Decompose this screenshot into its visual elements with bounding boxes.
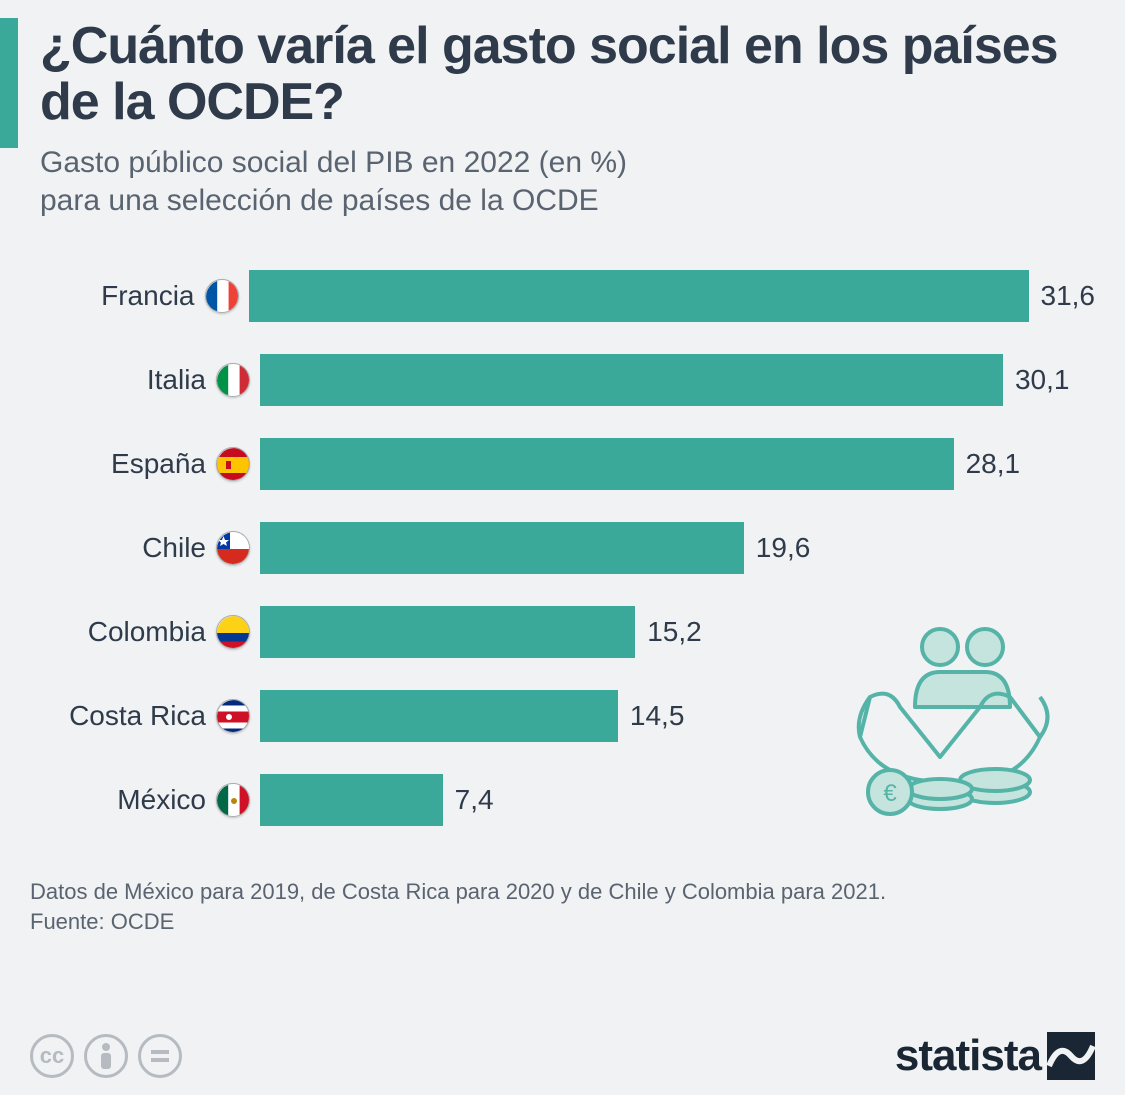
bar-track: 28,1 <box>260 438 1095 490</box>
chart-subtitle: Gasto público social del PIB en 2022 (en… <box>40 144 1095 219</box>
footnote: Datos de México para 2019, de Costa Rica… <box>0 867 1125 942</box>
bar-row: España 28,1 <box>40 437 1095 491</box>
bar-track: 31,6 <box>249 270 1096 322</box>
bar-track: 19,6 <box>260 522 1095 574</box>
flag-icon <box>216 447 250 481</box>
flag-icon <box>205 279 239 313</box>
cc-icon: cc <box>30 1034 74 1078</box>
bar-value: 19,6 <box>756 532 811 564</box>
footnote-line-1: Datos de México para 2019, de Costa Rica… <box>30 877 1095 907</box>
bar <box>260 354 1003 406</box>
cc-license-icons: cc <box>30 1034 182 1078</box>
country-name: Italia <box>147 364 206 396</box>
bar-value: 28,1 <box>966 448 1021 480</box>
subtitle-line-2: para una selección de países de la OCDE <box>40 182 1095 220</box>
footer: cc statista <box>0 1017 1125 1095</box>
bar-row: Francia 31,6 <box>40 269 1095 323</box>
country-name: Colombia <box>88 616 206 648</box>
bar-chart: Francia 31,6 Italia 30,1 España 28,1 Chi… <box>0 239 1125 867</box>
country-name: Francia <box>101 280 194 312</box>
flag-icon <box>216 531 250 565</box>
bar <box>260 438 954 490</box>
country-name: Chile <box>142 532 206 564</box>
country-label: Francia <box>40 279 239 313</box>
bar <box>260 690 618 742</box>
header-accent-bar <box>0 18 18 148</box>
country-label: Chile <box>40 531 250 565</box>
bar-track: 30,1 <box>260 354 1095 406</box>
bar <box>249 270 1029 322</box>
flag-icon <box>216 363 250 397</box>
cc-nd-icon <box>138 1034 182 1078</box>
country-name: México <box>117 784 206 816</box>
bar-value: 7,4 <box>455 784 494 816</box>
footnote-line-2: Fuente: OCDE <box>30 907 1095 937</box>
bar-value: 14,5 <box>630 700 685 732</box>
bar-value: 15,2 <box>647 616 702 648</box>
country-label: Colombia <box>40 615 250 649</box>
statista-wordmark: statista <box>895 1031 1041 1081</box>
subtitle-line-1: Gasto público social del PIB en 2022 (en… <box>40 144 1095 182</box>
bar-value: 30,1 <box>1015 364 1070 396</box>
statista-wave-icon <box>1047 1032 1095 1080</box>
svg-text:€: € <box>883 780 897 807</box>
bar-value: 31,6 <box>1041 280 1096 312</box>
country-name: Costa Rica <box>69 700 206 732</box>
chart-title: ¿Cuánto varía el gasto social en los paí… <box>40 18 1095 130</box>
country-label: México <box>40 783 250 817</box>
cc-by-icon <box>84 1034 128 1078</box>
bar-row: Chile 19,6 <box>40 521 1095 575</box>
bar-row: Italia 30,1 <box>40 353 1095 407</box>
bar <box>260 522 744 574</box>
flag-icon <box>216 615 250 649</box>
statista-logo: statista <box>895 1031 1095 1081</box>
country-label: Italia <box>40 363 250 397</box>
hands-people-coins-icon: € <box>845 617 1065 817</box>
country-name: España <box>111 448 206 480</box>
flag-icon <box>216 783 250 817</box>
bar <box>260 606 635 658</box>
header: ¿Cuánto varía el gasto social en los paí… <box>0 0 1125 239</box>
country-label: España <box>40 447 250 481</box>
bar <box>260 774 443 826</box>
country-label: Costa Rica <box>40 699 250 733</box>
flag-icon <box>216 699 250 733</box>
